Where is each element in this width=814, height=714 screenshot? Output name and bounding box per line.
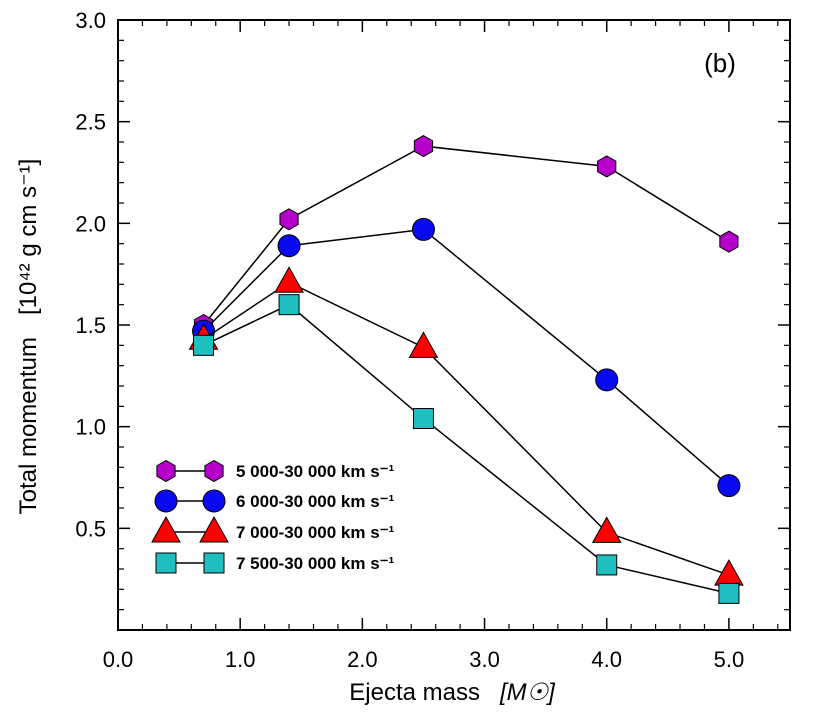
legend-entry: 7 500-30 000 km s⁻¹ [155, 552, 395, 574]
series-square [193, 294, 740, 604]
legend-label: 5 000-30 000 km s⁻¹ [236, 462, 395, 481]
data-point-triangle [591, 516, 622, 543]
data-point-square [412, 408, 434, 430]
legend-marker-circle [154, 489, 178, 513]
y-tick-label: 3.0 [75, 8, 106, 33]
data-point-square [193, 334, 215, 356]
series-line [203, 303, 730, 595]
y-axis-title-group: Total momentum [10⁴² g cm s⁻¹] [15, 159, 42, 515]
panel-label: (b) [704, 48, 736, 78]
legend-label: 7 000-30 000 km s⁻¹ [236, 523, 395, 542]
x-axis-unit: [M☉] [499, 679, 556, 706]
data-point-circle [411, 217, 435, 241]
series-line [203, 228, 730, 487]
x-tick-label: 0.0 [103, 647, 134, 672]
data-point-triangle [274, 266, 304, 293]
x-tick-label: 2.0 [347, 647, 378, 672]
legend-entry: 5 000-30 000 km s⁻¹ [156, 459, 395, 483]
data-point-circle [595, 368, 619, 392]
series-layer [188, 134, 744, 604]
data-point-triangle [408, 331, 439, 358]
legend-marker-circle [202, 489, 226, 513]
legend-label: 7 500-30 000 km s⁻¹ [236, 554, 395, 573]
y-axis-unit: [10⁴² g cm s⁻¹] [15, 159, 42, 315]
legend-marker-square [155, 552, 177, 574]
data-point-hexagon [597, 155, 617, 178]
data-point-circle [717, 474, 741, 498]
x-tick-label: 5.0 [714, 647, 745, 672]
y-axis-title: Total momentum [15, 337, 42, 514]
legend-marker-square [203, 552, 225, 574]
x-tick-label: 1.0 [225, 647, 256, 672]
x-tick-label: 3.0 [469, 647, 500, 672]
data-point-hexagon [719, 230, 739, 253]
data-point-triangle [714, 559, 744, 586]
legend-marker-triangle [151, 515, 181, 543]
data-point-hexagon [413, 134, 434, 158]
x-tick-label: 4.0 [591, 647, 622, 672]
y-tick-label: 2.5 [75, 110, 106, 135]
legend-marker-hexagon [204, 459, 224, 483]
series-circle [192, 217, 741, 498]
y-tick-label: 0.5 [75, 516, 106, 541]
legend-label: 6 000-30 000 km s⁻¹ [236, 492, 395, 511]
data-point-square [278, 294, 300, 316]
x-axis-title: Ejecta mass [349, 679, 480, 706]
data-point-hexagon [279, 208, 299, 231]
y-tick-label: 2.0 [75, 211, 106, 236]
legend: 5 000-30 000 km s⁻¹ 6 000-30 000 km s⁻¹ 7 … [151, 459, 395, 574]
legend-entry: 6 000-30 000 km s⁻¹ [154, 489, 395, 513]
y-tick-label: 1.0 [75, 415, 106, 440]
x-axis-title-group: Ejecta mass [M☉] [349, 679, 556, 706]
legend-marker-hexagon [156, 459, 176, 483]
data-point-square [596, 554, 618, 576]
legend-marker-triangle [199, 515, 229, 543]
series-hexagon [193, 134, 739, 337]
legend-entry: 7 000-30 000 km s⁻¹ [151, 515, 395, 543]
ticks-layer: 0.0 1.0 2.0 3.0 4.0 5.0 0.5 1.0 1.5 2.0 2.5 3.0 [75, 8, 790, 672]
y-tick-label: 1.5 [75, 313, 106, 338]
data-point-circle [277, 234, 301, 258]
data-point-square [718, 582, 740, 604]
